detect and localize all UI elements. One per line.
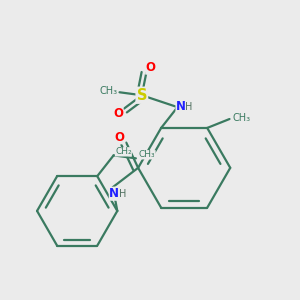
Text: O: O — [115, 131, 125, 144]
Text: N: N — [109, 187, 119, 200]
Text: H: H — [185, 101, 193, 112]
Text: O: O — [113, 107, 123, 121]
Text: H: H — [119, 189, 126, 199]
Text: CH₂: CH₂ — [115, 147, 132, 156]
Text: CH₃: CH₃ — [232, 112, 250, 122]
Text: N: N — [176, 100, 186, 113]
Text: CH₃: CH₃ — [139, 150, 155, 159]
Text: S: S — [136, 88, 147, 103]
Text: CH₃: CH₃ — [99, 86, 117, 96]
Text: O: O — [146, 61, 156, 74]
